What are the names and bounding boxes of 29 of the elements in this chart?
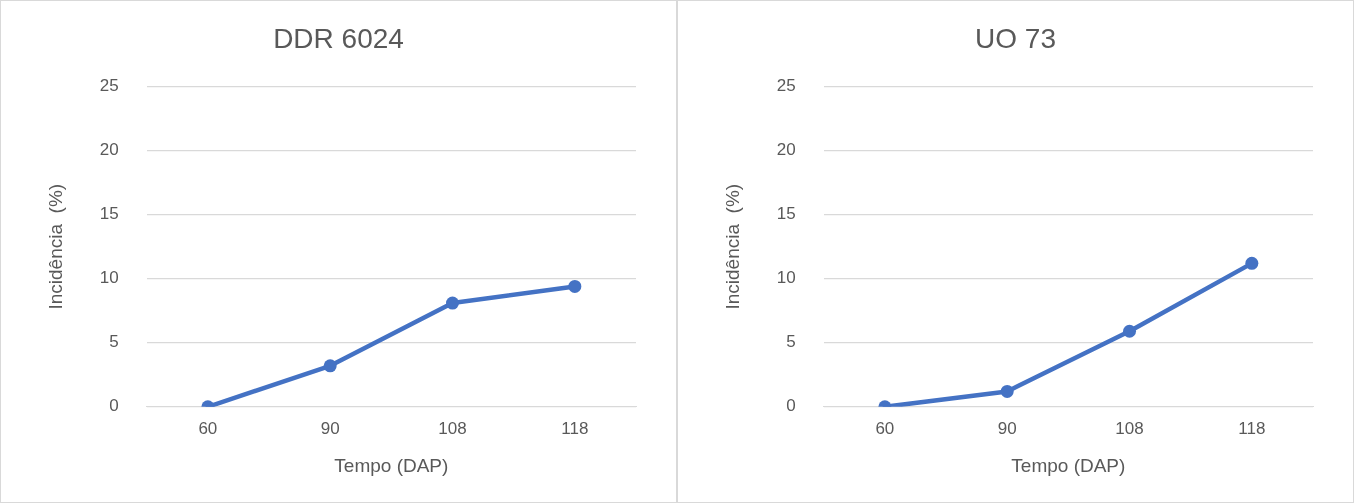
x-axis-title: Tempo (DAP): [334, 454, 449, 476]
y-tick-label: 25: [99, 76, 119, 96]
y-axis-title: Incidência (%): [721, 183, 743, 310]
y-tick-label: 20: [99, 140, 119, 160]
y-tick-label: 10: [776, 268, 796, 288]
x-tick-label: 108: [438, 418, 467, 438]
y-tick-label: 15: [776, 204, 796, 224]
x-tick-label: 90: [320, 418, 340, 438]
x-axis-title: Tempo (DAP): [1011, 454, 1126, 476]
x-tick-label: 118: [1238, 418, 1266, 438]
x-tick-label: 60: [875, 418, 895, 438]
point: [1000, 384, 1014, 398]
x-tick-label: 90: [997, 418, 1017, 438]
chart-title: UO 73: [975, 22, 1056, 54]
y-tick-label: 25: [776, 76, 796, 96]
y-tick-label: 10: [99, 268, 119, 288]
y-tick-label: 15: [99, 204, 119, 224]
y-tick-label: 5: [109, 332, 119, 352]
y-tick-label: 20: [776, 140, 796, 160]
point: [1123, 324, 1137, 338]
y-tick-label: 0: [109, 396, 119, 416]
y-axis-title: Incidência (%): [44, 183, 66, 310]
x-tick-label: 108: [1115, 418, 1144, 438]
y-tick-label: 5: [786, 332, 796, 352]
y-tick-label: 0: [786, 396, 796, 416]
point: [1245, 256, 1259, 270]
x-tick-label: 118: [561, 418, 589, 438]
chart-title: DDR 6024: [273, 22, 404, 54]
x-tick-label: 60: [198, 418, 218, 438]
